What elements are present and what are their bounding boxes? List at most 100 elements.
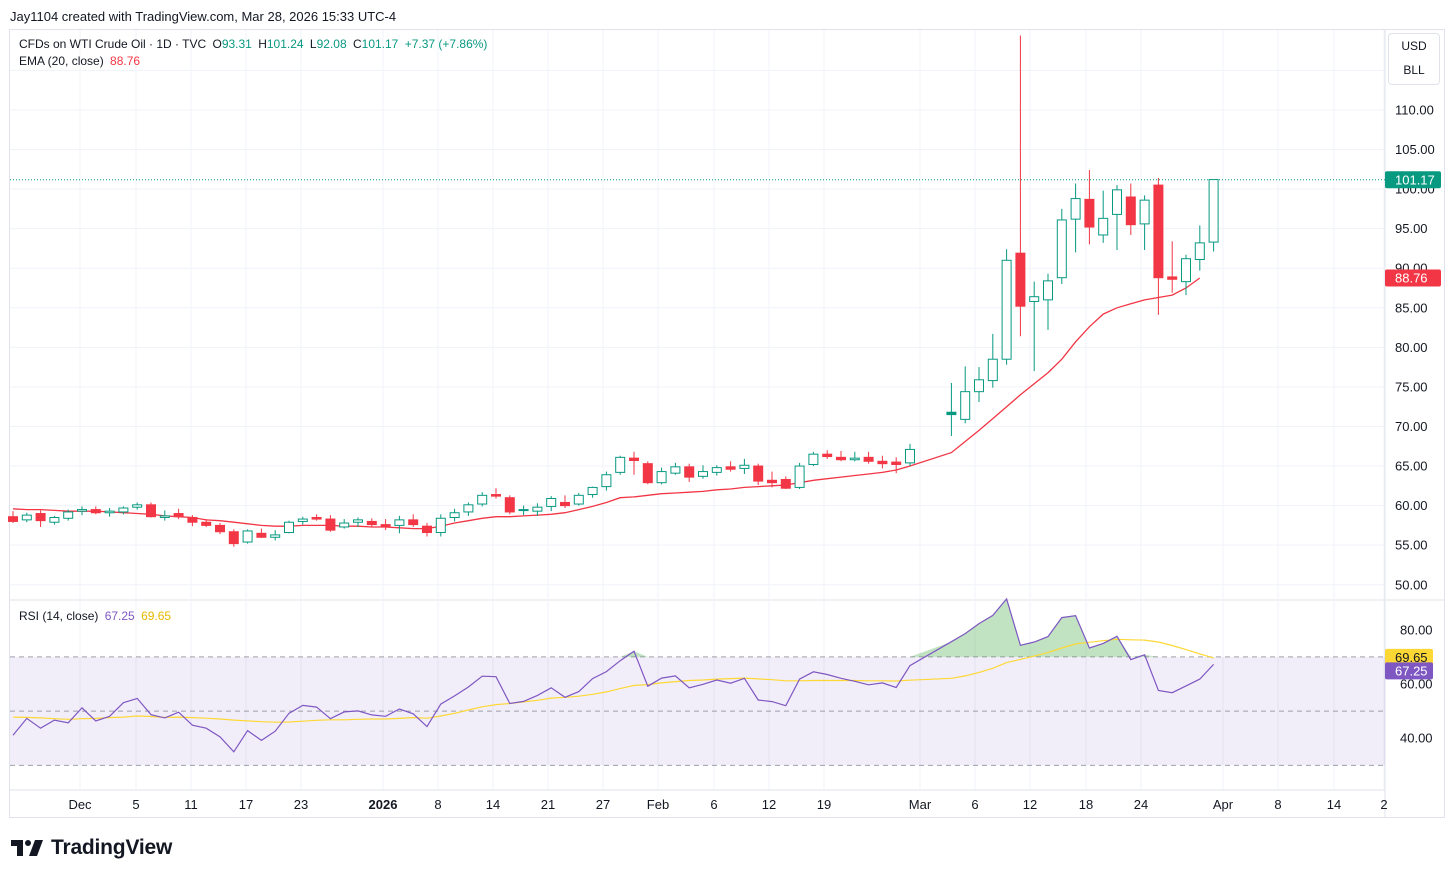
candle-body [698, 471, 708, 477]
candle [187, 515, 198, 527]
candle-body [974, 379, 984, 393]
price-tick-label: 85.00 [1395, 300, 1428, 315]
x-tick-label: 12 [762, 797, 776, 812]
candle [767, 471, 777, 488]
candle-body [1167, 276, 1178, 280]
candle [711, 465, 722, 476]
x-tick-label: 5 [132, 797, 139, 812]
x-tick-label: 14 [486, 797, 500, 812]
candle-body [808, 453, 819, 465]
candle-body [725, 466, 736, 470]
candle-body [477, 494, 488, 505]
price-tick-label: 60.00 [1395, 498, 1428, 513]
x-tick-label: 6 [971, 797, 978, 812]
price-tick-label: 65.00 [1395, 459, 1428, 474]
candle-body [1139, 199, 1150, 225]
candle-body [8, 516, 18, 522]
candle [1112, 185, 1122, 251]
low-label: L [309, 37, 317, 51]
candle [104, 507, 115, 517]
candle [477, 492, 488, 507]
x-tick-label: Mar [909, 797, 932, 812]
candle [822, 450, 833, 459]
price-tick-label: 80.00 [1395, 340, 1428, 355]
candle-body [1181, 258, 1191, 283]
candle-body [63, 511, 74, 519]
ema-value: 88.76 [110, 54, 141, 68]
candle-body [836, 456, 846, 461]
rsi-tick-label: 80.00 [1400, 622, 1433, 637]
candle [808, 451, 819, 467]
currency-selector[interactable]: USD BLL [1388, 33, 1440, 85]
price-tick-label: 50.00 [1395, 577, 1428, 592]
candle-body [573, 494, 584, 505]
candle [1181, 254, 1191, 296]
ema-legend: EMA (20, close) 88.76 [19, 54, 143, 68]
change-value: +7.37 (+7.86%) [404, 37, 488, 51]
candle [339, 519, 350, 529]
candle [698, 465, 708, 479]
candle-body [1098, 217, 1109, 236]
x-tick-label: 8 [434, 797, 441, 812]
candle [353, 517, 363, 527]
candle [21, 512, 32, 523]
candle-body [670, 466, 681, 474]
candle [753, 463, 764, 486]
candle [1208, 179, 1219, 252]
candle-body [90, 509, 101, 514]
candle [325, 515, 336, 532]
price-tick-label: 70.00 [1395, 419, 1428, 434]
x-tick-label: 17 [239, 797, 253, 812]
candle [615, 455, 626, 475]
candle-body [339, 522, 350, 528]
candle [242, 529, 253, 544]
candle [725, 461, 736, 472]
symbol-label: CFDs on WTI Crude Oil · 1D · TVC [19, 37, 207, 51]
candle [587, 486, 598, 498]
rsi-legend: RSI (14, close) 67.25 69.65 [19, 609, 174, 623]
candle-body [146, 504, 156, 518]
candle [270, 530, 281, 541]
candle-body [560, 501, 570, 507]
candle [960, 366, 971, 424]
candle-body [408, 519, 419, 526]
last-price-badge-bg [1385, 171, 1441, 189]
candle [946, 382, 957, 436]
price-tick-label: 75.00 [1395, 379, 1428, 394]
candle-body [587, 486, 598, 496]
candle [159, 510, 170, 521]
x-tick-label: Apr [1213, 797, 1234, 812]
x-tick-label: 24 [1134, 797, 1148, 812]
candle [491, 488, 501, 499]
candle [1029, 281, 1040, 372]
candle [63, 509, 74, 521]
candle-body [104, 510, 115, 514]
candle [366, 518, 377, 527]
candle [546, 496, 557, 512]
high-value: 101.24 [266, 37, 304, 51]
candle-body [960, 391, 971, 420]
candle [1043, 273, 1053, 330]
candle [449, 508, 460, 522]
price-tick-label: 95.00 [1395, 221, 1428, 236]
rsi-ma-badge-bg [1385, 648, 1433, 666]
candle [670, 462, 681, 475]
candle-body [1001, 259, 1012, 360]
candle [504, 495, 515, 515]
candle-body [656, 471, 667, 484]
candle-body [21, 514, 32, 521]
candle-body [877, 460, 888, 465]
candle-body [1070, 198, 1081, 220]
rsi-badge-bg [1385, 662, 1433, 680]
candle [629, 451, 639, 475]
candle [1056, 208, 1067, 285]
candle-body [629, 457, 639, 462]
candle-body [159, 515, 170, 518]
candle-body [1112, 189, 1122, 215]
candle [739, 458, 750, 474]
candle [422, 523, 432, 537]
x-tick-label: 2 [1380, 797, 1387, 812]
candle [1084, 170, 1095, 245]
candle [118, 506, 129, 515]
